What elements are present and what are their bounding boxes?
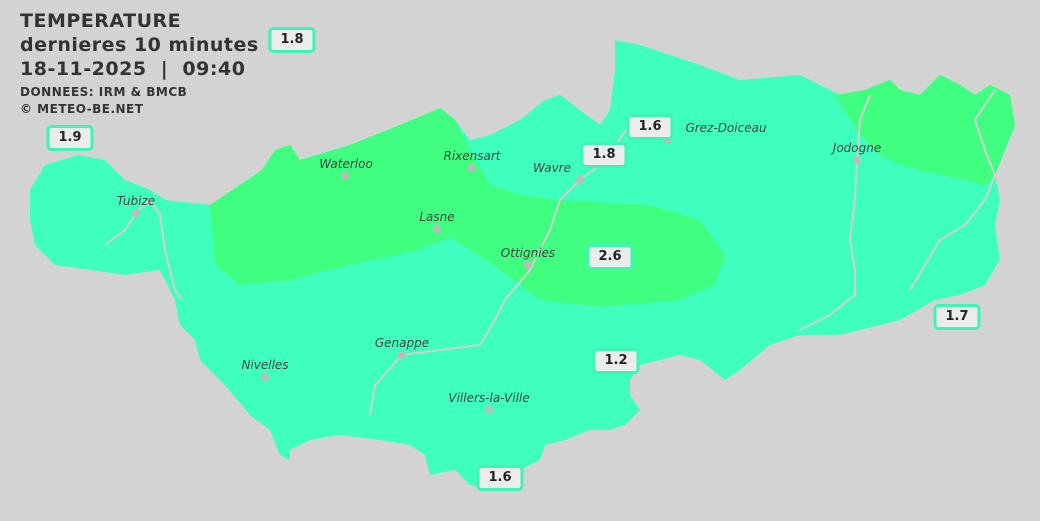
city-label: Tubize <box>116 194 156 208</box>
city-dot <box>485 406 493 414</box>
station-value[interactable]: 1.8 <box>268 27 316 53</box>
station-value[interactable]: 1.6 <box>476 465 524 491</box>
city-label: Rixensart <box>443 149 501 163</box>
city-dot <box>433 225 441 233</box>
station-value[interactable]: 2.6 <box>586 244 634 270</box>
city-dot <box>853 156 861 164</box>
city-dot <box>468 164 476 172</box>
city-dot <box>524 261 532 269</box>
city-dot <box>398 351 406 359</box>
city-label: Waterloo <box>319 157 373 171</box>
city-label: Ottignies <box>500 246 556 260</box>
copyright: © METEO-BE.NET <box>20 102 144 116</box>
city-label: Jodogne <box>832 141 882 155</box>
datetime: 18-11-2025 | 09:40 <box>20 58 246 80</box>
station-value[interactable]: 1.8 <box>580 142 628 168</box>
station-value[interactable]: 1.6 <box>626 114 674 140</box>
map-header: TEMPERATURE dernieres 10 minutes 18-11-2… <box>20 9 259 118</box>
city-dot <box>341 172 349 180</box>
city-label: Genappe <box>374 336 430 350</box>
city-label: Grez-Doiceau <box>685 121 767 135</box>
subtitle: dernieres 10 minutes <box>20 34 259 56</box>
city-label: Lasne <box>419 210 455 224</box>
station-value[interactable]: 1.7 <box>933 304 981 330</box>
data-source: DONNEES: IRM & BMCB <box>20 85 188 99</box>
city-dot <box>664 136 672 144</box>
city-label: Nivelles <box>241 358 289 372</box>
city-label: Villers-la-Ville <box>448 391 530 405</box>
city-dot <box>132 209 140 217</box>
station-value[interactable]: 1.2 <box>592 348 640 374</box>
city-dot <box>261 373 269 381</box>
station-value[interactable]: 1.9 <box>46 125 94 151</box>
city-label: Wavre <box>533 161 571 175</box>
zone-high-east <box>835 75 1015 185</box>
title: TEMPERATURE <box>20 10 182 32</box>
city-dot <box>576 176 584 184</box>
